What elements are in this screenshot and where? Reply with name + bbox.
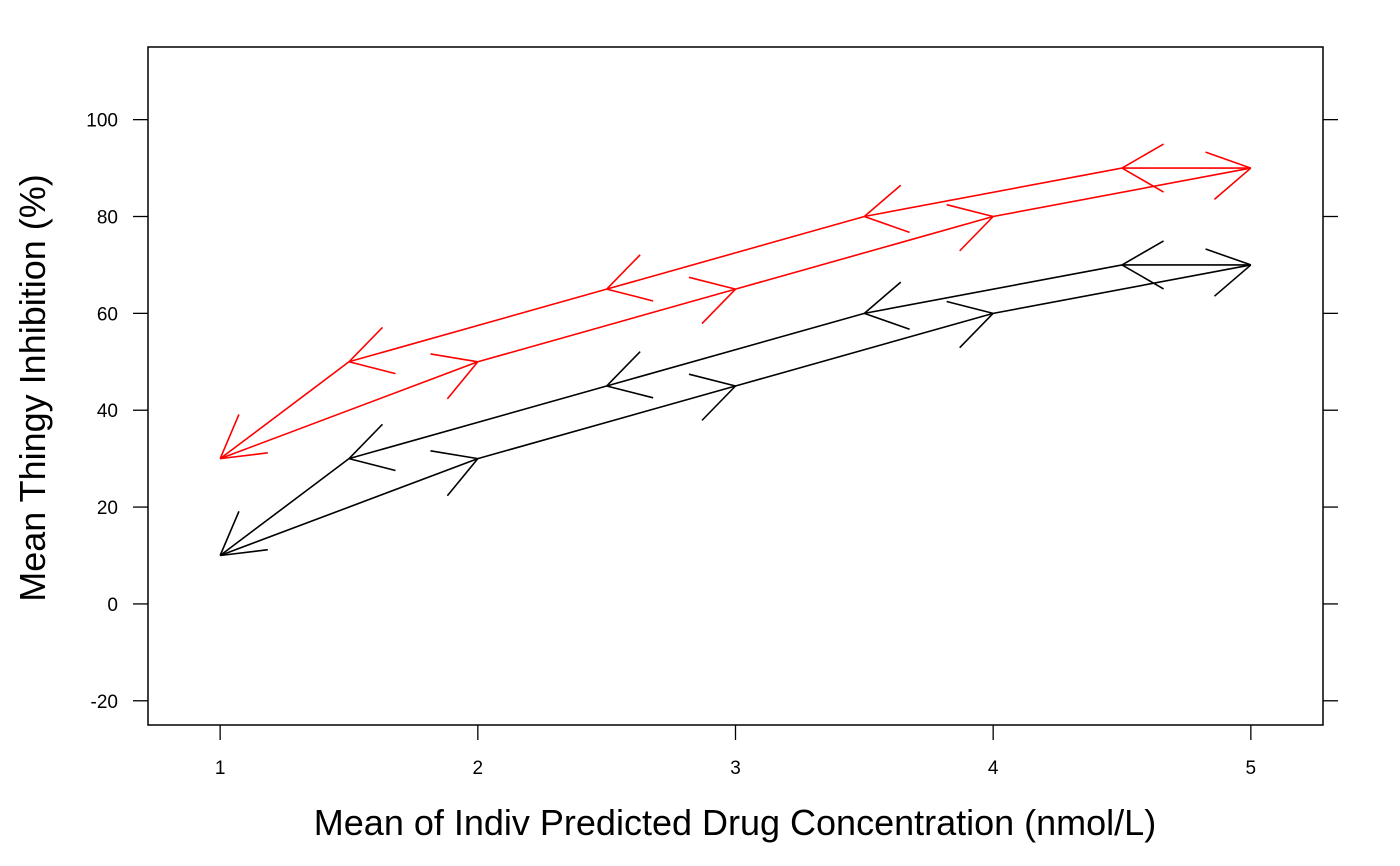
- arrow-head: [606, 385, 654, 399]
- y-tick-label: 40: [97, 401, 118, 422]
- arrow-head: [348, 361, 396, 375]
- arrow-head: [348, 457, 396, 472]
- arrow-head: [430, 353, 478, 363]
- series-segment: [606, 215, 865, 290]
- x-tick-label: 1: [215, 758, 226, 779]
- y-axis: -20 0 20 40 60 80 100: [86, 111, 148, 713]
- series-segment: [477, 385, 736, 460]
- x-axis-title: Mean of Indiv Predicted Drug Concentrati…: [314, 802, 1156, 843]
- y-tick-label: 20: [97, 498, 118, 519]
- x-tick-label: 4: [988, 758, 999, 779]
- arrow-head: [606, 351, 641, 387]
- series-segment: [606, 312, 865, 387]
- y-axis-title: Mean Thingy Inhibition (%): [12, 174, 53, 602]
- series-segment: [864, 167, 1123, 218]
- arrow-head: [701, 385, 737, 421]
- series-segment: [993, 167, 1251, 218]
- arrow-head: [864, 215, 910, 234]
- y-tick-label: 80: [97, 208, 118, 229]
- series-segment: [735, 312, 994, 387]
- arrow-head: [446, 361, 479, 400]
- arrow-head: [946, 300, 994, 315]
- x-tick-label: 3: [730, 758, 741, 779]
- arrow-head: [220, 452, 268, 460]
- arrow-head: [1205, 248, 1252, 266]
- y-tick-label: 60: [97, 304, 118, 325]
- arrow-head: [1213, 264, 1252, 297]
- arrow-head: [959, 312, 994, 349]
- arrow-head: [348, 423, 384, 460]
- x-axis: 1 2 3 4 5: [215, 725, 1256, 779]
- x-tick-label: 2: [473, 758, 484, 779]
- series-segment: [348, 288, 607, 363]
- arrow-head: [606, 288, 654, 302]
- arrow-head: [1121, 167, 1164, 193]
- series-1: [219, 240, 1252, 557]
- series-segment: [219, 361, 479, 460]
- series-2: [219, 143, 1252, 460]
- arrow-head: [219, 511, 240, 556]
- arrow-head: [219, 414, 240, 459]
- series-segment: [993, 264, 1251, 315]
- arrow-head: [1121, 143, 1164, 169]
- arrow-head: [1213, 167, 1252, 200]
- arrow-head: [688, 276, 736, 290]
- arrow-head: [959, 215, 994, 252]
- y-tick-label: 0: [107, 595, 118, 616]
- arrow-head: [864, 312, 910, 331]
- arrow-head: [606, 254, 641, 290]
- arrow-head: [688, 373, 736, 387]
- arrow-head: [348, 326, 384, 363]
- y-tick-label: 100: [86, 111, 118, 132]
- arrow-head: [946, 203, 994, 218]
- series-segment: [864, 264, 1123, 315]
- arrow-head: [430, 450, 478, 460]
- series-segment: [219, 457, 479, 557]
- y-tick-label: -20: [91, 692, 118, 713]
- arrow-head: [863, 184, 902, 218]
- arrow-head: [863, 281, 902, 314]
- arrow-head: [1121, 264, 1164, 290]
- series-segment: [219, 361, 350, 460]
- arrow-head: [220, 548, 268, 557]
- y-axis-right-ticks: [1323, 118, 1338, 702]
- x-tick-label: 5: [1246, 758, 1257, 779]
- series-segment: [348, 385, 607, 460]
- series-segment: [735, 215, 994, 290]
- series-segment: [477, 288, 736, 363]
- arrow-head: [1205, 151, 1252, 169]
- arrow-head: [701, 288, 737, 325]
- series-layer: [219, 143, 1252, 557]
- arrow-head: [446, 458, 479, 497]
- series-segment: [219, 458, 350, 557]
- arrow-head: [1121, 240, 1164, 266]
